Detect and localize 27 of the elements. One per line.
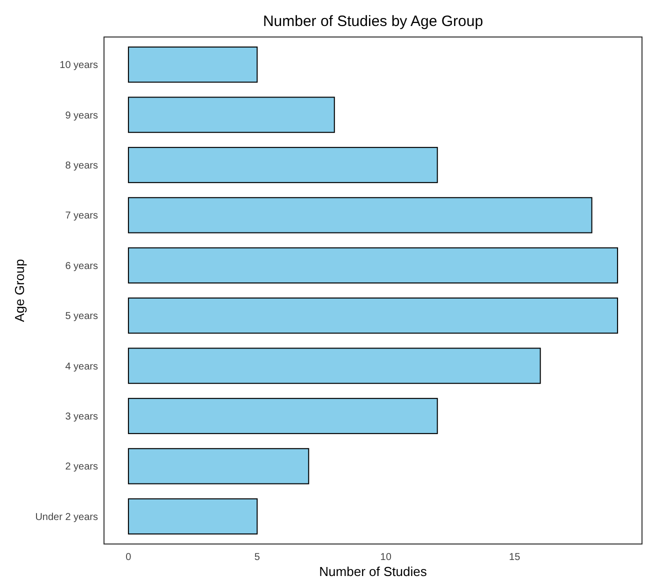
y-tick-label: 3 years (65, 411, 98, 422)
x-tick-label: 0 (126, 552, 132, 563)
bar (128, 348, 541, 384)
x-tick-label: 5 (254, 552, 260, 563)
bar (128, 398, 438, 434)
chart-title: Number of Studies by Age Group (262, 13, 484, 30)
y-tick-label: Under 2 years (35, 512, 98, 523)
y-tick-label: 8 years (65, 160, 98, 172)
bar (128, 498, 258, 534)
bar (128, 96, 335, 133)
y-tick-label: 9 years (65, 110, 98, 122)
y-tick-label: 6 years (65, 260, 98, 272)
bar (128, 197, 592, 234)
y-tick-label: 2 years (65, 462, 98, 473)
y-tick-label: 10 years (60, 60, 98, 72)
bar (128, 247, 618, 284)
y-tick-label: 4 years (65, 361, 98, 372)
x-tick-label: 10 (380, 552, 392, 563)
bar (128, 146, 438, 184)
bar (128, 448, 310, 484)
bar (128, 298, 618, 334)
bar (128, 46, 258, 83)
y-tick-label: 7 years (65, 210, 98, 222)
x-axis-title: Number of Studies (319, 564, 428, 579)
x-tick-label: 15 (509, 552, 521, 563)
y-axis-title: Age Group (12, 259, 27, 322)
y-tick-label: 5 years (65, 311, 98, 322)
